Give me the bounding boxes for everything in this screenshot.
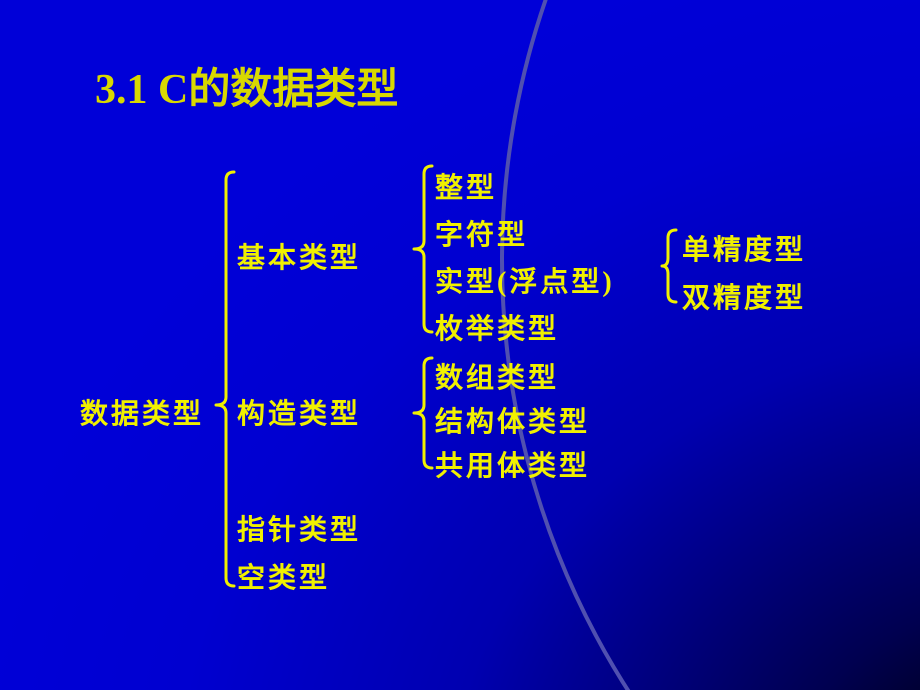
node-basic: 基本类型 bbox=[237, 236, 361, 276]
node-enum: 枚举类型 bbox=[435, 307, 559, 347]
node-real: 实型(浮点型) bbox=[435, 260, 615, 300]
brace-construct bbox=[414, 358, 432, 468]
node-struct: 结构体类型 bbox=[435, 400, 590, 440]
page-title: 3.1 C的数据类型 bbox=[95, 55, 398, 116]
node-int: 整型 bbox=[435, 166, 497, 206]
node-union: 共用体类型 bbox=[435, 444, 590, 484]
brace-real bbox=[662, 230, 676, 302]
node-array: 数组类型 bbox=[435, 356, 559, 396]
node-pointer: 指针类型 bbox=[237, 508, 361, 548]
brace-root bbox=[216, 172, 234, 586]
node-void: 空类型 bbox=[237, 556, 330, 596]
node-char: 字符型 bbox=[435, 213, 528, 253]
decorative-arc bbox=[500, 0, 920, 690]
brace-basic bbox=[414, 166, 432, 332]
node-construct: 构造类型 bbox=[237, 392, 361, 432]
node-float: 单精度型 bbox=[682, 228, 806, 268]
slide: 3.1 C的数据类型 数据类型 基本类型 构造类型 指针类型 空类型 整型 字符… bbox=[0, 0, 920, 690]
node-double: 双精度型 bbox=[682, 276, 806, 316]
node-root: 数据类型 bbox=[80, 392, 204, 432]
